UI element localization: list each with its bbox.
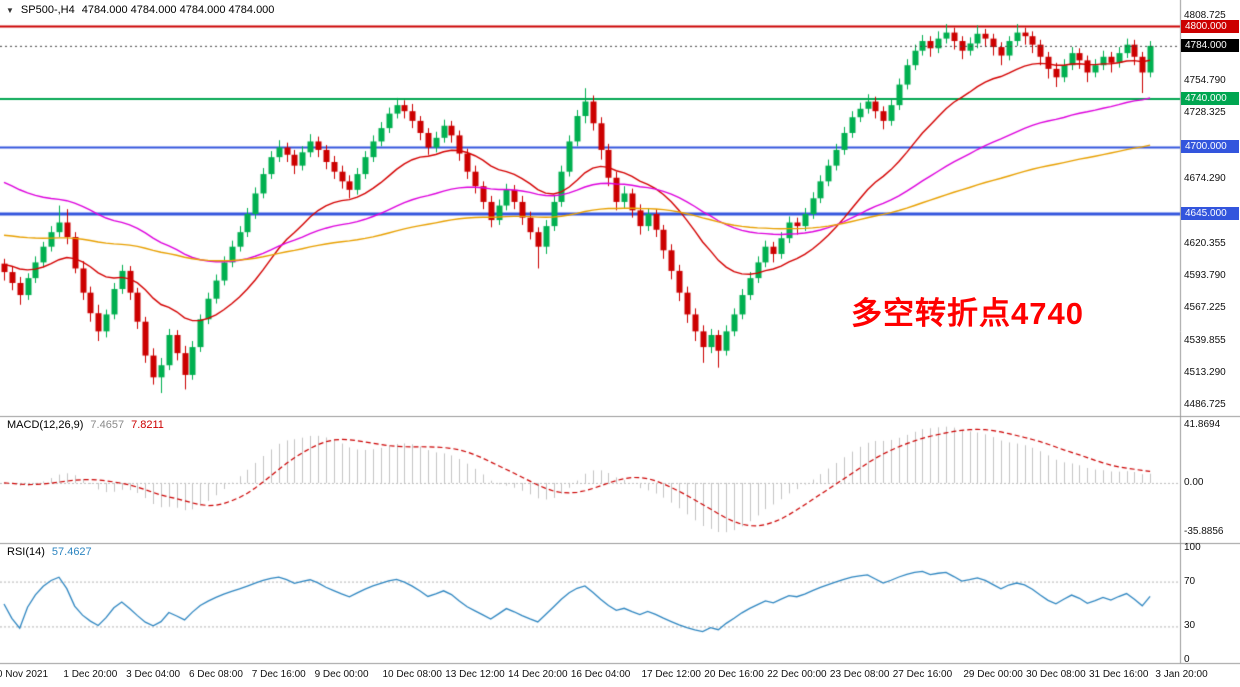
chart-window: ▼ SP500-,H4 4784.000 4784.000 4784.000 4… [0, 0, 1240, 687]
chart-canvas[interactable] [0, 0, 1240, 687]
